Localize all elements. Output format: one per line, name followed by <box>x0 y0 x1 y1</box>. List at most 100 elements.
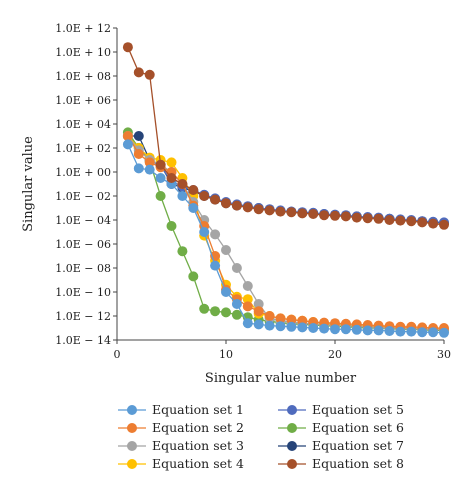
data-point <box>253 319 264 330</box>
y-tick-label: 1.0E + 10 <box>55 46 111 59</box>
data-point <box>264 311 275 321</box>
data-point <box>395 326 406 337</box>
legend: Equation set 1 Equation set 2 Equation set… <box>118 402 404 471</box>
legend-label: Equation set 5 <box>312 402 404 417</box>
data-point <box>122 131 133 141</box>
data-point <box>144 164 155 175</box>
data-point <box>384 326 395 336</box>
data-point <box>417 327 428 338</box>
data-point <box>144 69 155 80</box>
data-point <box>242 202 253 213</box>
data-point <box>373 325 384 336</box>
data-point <box>231 200 242 211</box>
data-point <box>155 173 166 183</box>
data-point <box>439 327 449 338</box>
data-point <box>166 221 177 231</box>
data-point <box>330 324 340 335</box>
data-point <box>177 246 188 257</box>
data-point <box>210 306 221 317</box>
legend-item: Equation set 4 <box>118 456 244 471</box>
series-4 <box>122 131 449 335</box>
data-point <box>275 206 286 217</box>
y-tick-label: 1.0E − 06 <box>55 238 111 251</box>
legend-item: Equation set 8 <box>278 456 404 471</box>
y-tick-label: 1.0E + 06 <box>55 94 111 107</box>
x-axis-title: Singular value number <box>205 371 357 386</box>
legend-swatch-marker <box>127 405 137 415</box>
data-point <box>166 173 177 183</box>
legend-item: Equation set 2 <box>118 420 244 435</box>
data-point <box>264 320 275 331</box>
data-point <box>362 325 373 336</box>
data-point <box>373 213 384 224</box>
data-point <box>122 42 133 53</box>
data-point <box>199 303 210 314</box>
data-point <box>340 324 351 335</box>
data-point <box>417 217 428 228</box>
data-point <box>428 327 439 338</box>
data-point <box>133 163 144 174</box>
data-point <box>199 191 210 201</box>
data-point <box>242 318 253 329</box>
data-point <box>199 227 210 237</box>
series-8 <box>122 42 449 230</box>
data-point <box>231 299 242 309</box>
y-tick-label: 1.0E − 04 <box>55 214 111 227</box>
legend-label: Equation set 3 <box>152 438 244 453</box>
y-tick-label: 1.0E + 04 <box>55 118 111 131</box>
data-point <box>166 157 177 168</box>
data-point <box>210 260 221 271</box>
data-point <box>133 131 144 141</box>
data-point <box>297 322 308 333</box>
y-tick-label: 1.0E + 02 <box>55 142 111 155</box>
legend-item: Equation set 6 <box>278 420 404 435</box>
data-point <box>242 294 253 305</box>
y-tick-label: 1.0E + 00 <box>55 166 111 179</box>
y-tick-label: 1.0E − 02 <box>55 190 111 203</box>
x-tick-label: 30 <box>437 348 451 361</box>
data-point <box>210 229 221 240</box>
data-point <box>133 149 144 159</box>
data-point <box>406 216 417 227</box>
legend-label: Equation set 8 <box>312 456 404 471</box>
data-point <box>264 205 275 216</box>
legend-label: Equation set 4 <box>152 456 244 471</box>
data-point <box>439 219 449 230</box>
data-point <box>231 263 242 273</box>
data-point <box>188 185 199 195</box>
data-point <box>351 212 362 223</box>
data-point <box>428 218 439 229</box>
data-point <box>340 211 351 222</box>
data-point <box>297 208 308 219</box>
legend-swatch-marker <box>287 459 297 469</box>
legend-swatch-marker <box>287 441 297 451</box>
data-point <box>210 194 221 205</box>
data-point <box>221 287 231 297</box>
data-point <box>286 314 297 325</box>
data-point <box>308 209 319 219</box>
data-point <box>242 281 253 291</box>
legend-label: Equation set 1 <box>152 402 244 417</box>
data-point <box>188 203 199 213</box>
data-point <box>221 245 231 255</box>
axes: 0 10 20 30 1.0E + 121.0E + 101.0E + 081.0E … <box>55 22 451 361</box>
data-point <box>308 323 319 333</box>
data-point <box>155 191 166 201</box>
data-point <box>384 215 395 225</box>
legend-swatch-marker <box>287 423 297 433</box>
data-point <box>231 309 242 320</box>
series-line <box>127 46 445 226</box>
data-point <box>275 321 286 332</box>
legend-swatch-marker <box>127 441 137 451</box>
data-point <box>155 159 166 170</box>
legend-item: Equation set 7 <box>278 438 404 453</box>
data-point <box>177 179 188 189</box>
data-point <box>122 139 133 150</box>
x-tick-label: 10 <box>219 348 233 361</box>
data-point <box>177 191 188 201</box>
legend-item: Equation set 1 <box>118 402 244 417</box>
data-point <box>406 326 417 337</box>
y-tick-label: 1.0E + 12 <box>55 22 111 35</box>
legend-swatch-marker <box>127 459 137 469</box>
